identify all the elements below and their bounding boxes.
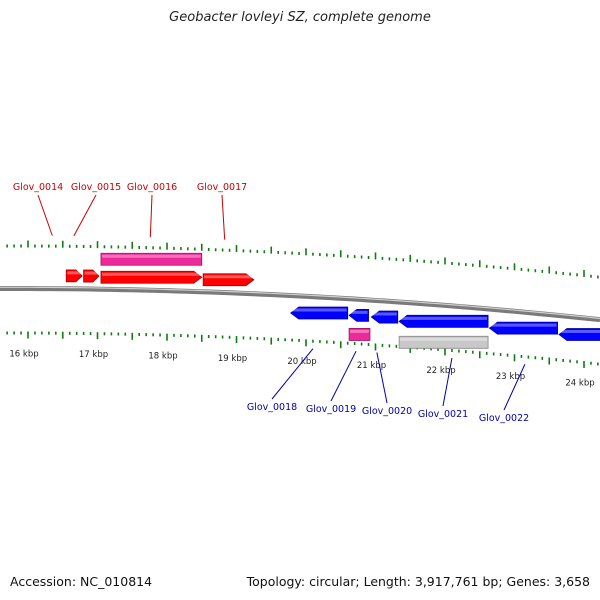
feature-body bbox=[65, 269, 83, 283]
feature-body bbox=[202, 273, 255, 287]
reverse-label-leader bbox=[271, 348, 314, 400]
forward-gene-label: Glov_0017 bbox=[197, 182, 247, 193]
feature-body bbox=[398, 335, 489, 349]
feature-body bbox=[100, 252, 203, 266]
feature-highlight bbox=[101, 254, 201, 258]
feature-highlight bbox=[350, 329, 369, 333]
feature-body bbox=[83, 269, 100, 283]
forward-label-leader bbox=[221, 194, 226, 240]
feature-highlight bbox=[204, 275, 253, 279]
scale-tick-label: 21 kbp bbox=[357, 361, 386, 371]
scale-tick-label: 18 kbp bbox=[148, 352, 177, 362]
feature-body bbox=[348, 328, 371, 341]
map-title: Geobacter lovleyi SZ, complete genome bbox=[169, 10, 431, 25]
scale-tick-label: 19 kbp bbox=[218, 354, 247, 364]
backbone-highlight bbox=[0, 286, 600, 320]
scale-tick-label: 23 kbp bbox=[496, 372, 525, 382]
feature-highlight bbox=[400, 337, 488, 341]
feature-body bbox=[488, 321, 558, 335]
forward-label-leader bbox=[149, 194, 153, 238]
feature-body bbox=[290, 306, 349, 320]
scale-tick-label: 17 kbp bbox=[79, 350, 108, 360]
forward-strand-features bbox=[65, 252, 255, 287]
reverse-strand-features bbox=[290, 306, 600, 349]
reverse-gene-label: Glov_0019 bbox=[306, 404, 356, 415]
feature-highlight bbox=[372, 312, 397, 316]
reverse-label-leader bbox=[442, 357, 453, 407]
reverse-label-leader bbox=[503, 364, 526, 411]
feature-highlight bbox=[67, 271, 82, 275]
forward-label-leader bbox=[37, 194, 53, 236]
reverse-gene-label: Glov_0022 bbox=[479, 413, 529, 424]
feature-body bbox=[558, 328, 600, 341]
forward-rna-feature bbox=[100, 252, 203, 266]
reverse-rna-feature bbox=[348, 328, 371, 341]
feature-highlight bbox=[490, 323, 557, 327]
gene-labels: Glov_0014 Glov_0015 Glov_0016 Glov_0017 Glov… bbox=[13, 182, 529, 424]
reverse-label-leader bbox=[330, 350, 357, 402]
reverse-gene-label: Glov_0021 bbox=[418, 409, 468, 420]
reverse-gene-label: Glov_0018 bbox=[247, 402, 297, 413]
reverse-cds-feature bbox=[348, 308, 369, 322]
scale-tick-label: 22 kbp bbox=[426, 366, 455, 376]
forward-gene-label: Glov_0014 bbox=[13, 182, 63, 193]
forward-cds-feature bbox=[202, 273, 255, 287]
scale-tick-label: 16 kbp bbox=[9, 350, 38, 360]
inner-scale-ticks bbox=[6, 331, 599, 369]
forward-cds-feature bbox=[83, 269, 100, 283]
feature-highlight bbox=[559, 330, 600, 334]
backbone-line bbox=[0, 286, 600, 323]
reverse-cds-feature bbox=[558, 328, 600, 341]
feature-highlight bbox=[350, 310, 368, 314]
feature-body bbox=[398, 314, 489, 328]
reverse-cds-feature bbox=[370, 310, 399, 324]
forward-gene-label: Glov_0016 bbox=[127, 182, 177, 193]
feature-body bbox=[348, 308, 369, 322]
reverse-cds-feature bbox=[290, 306, 349, 320]
outer-scale-ticks bbox=[6, 240, 599, 279]
reverse-cds-feature bbox=[398, 314, 489, 328]
scale-tick-label: 24 kbp bbox=[565, 379, 594, 389]
forward-label-leader bbox=[73, 194, 97, 237]
genome-summary-text: Topology: circular; Length: 3,917,761 bp… bbox=[246, 574, 590, 589]
reverse-label-leader bbox=[376, 352, 388, 404]
feature-highlight bbox=[101, 272, 201, 276]
reverse-pseudo-feature bbox=[398, 335, 489, 349]
reverse-gene-label: Glov_0020 bbox=[362, 406, 412, 417]
feature-highlight bbox=[291, 308, 347, 312]
reverse-cds-feature bbox=[488, 321, 558, 335]
forward-cds-feature bbox=[100, 270, 203, 284]
forward-cds-feature bbox=[65, 269, 83, 283]
genome-backbone bbox=[0, 286, 600, 323]
feature-highlight bbox=[84, 271, 98, 275]
feature-body bbox=[100, 270, 203, 284]
feature-body bbox=[370, 310, 399, 324]
accession-text: Accession: NC_010814 bbox=[10, 574, 153, 589]
forward-gene-label: Glov_0015 bbox=[71, 182, 121, 193]
feature-highlight bbox=[400, 316, 488, 320]
